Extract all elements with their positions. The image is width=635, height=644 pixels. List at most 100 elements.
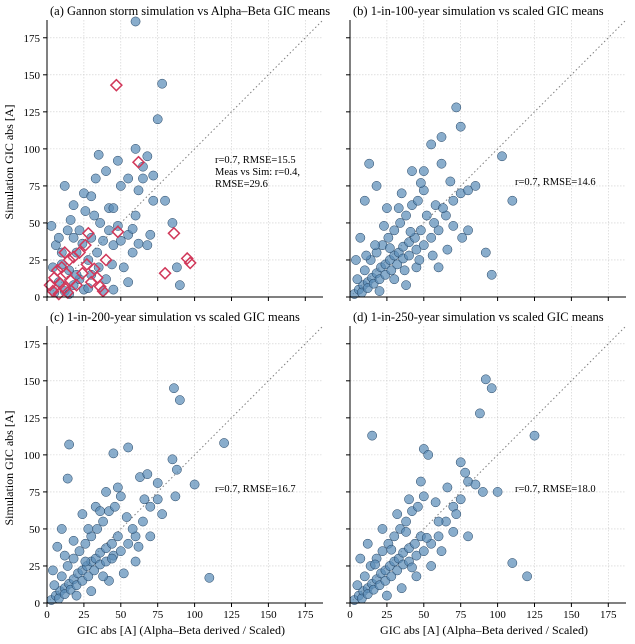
data-point: [418, 491, 429, 502]
data-point: [421, 532, 432, 543]
data-point: [421, 210, 432, 221]
data-point: [392, 259, 403, 270]
panel-1: 0 25 50 75 100 125 150 175 (a) Gannon storm simu…: [24, 4, 331, 304]
data-point: [418, 166, 429, 176]
data-point: [463, 225, 473, 236]
x-tick-label: 125: [526, 609, 543, 621]
x-tick-label: 0: [347, 609, 353, 621]
measured-point: [78, 238, 92, 252]
data-point: [426, 232, 437, 243]
data-point: [108, 284, 119, 295]
data-point: [415, 178, 426, 188]
data-point: [451, 509, 462, 519]
y-tick-label: 0: [35, 598, 41, 610]
measured-point: [52, 287, 66, 301]
data-point: [93, 149, 104, 160]
data-point: [127, 224, 138, 234]
x-axis-label-right: GIC abs [A] (Alpha–Beta derived / Scaled…: [380, 623, 588, 637]
data-point: [423, 450, 434, 460]
data-point: [359, 571, 370, 582]
data-point: [436, 158, 447, 169]
data-point: [411, 571, 422, 582]
data-point: [401, 516, 411, 527]
panel-3: 0 25 50 75 100 125 150 175 0 25 50 75 100 125 150 175 (c…: [24, 310, 324, 621]
y-tick-label: 75: [29, 487, 41, 499]
data-point: [121, 512, 132, 522]
data-point: [442, 482, 453, 493]
x-tick-label: 100: [186, 609, 203, 621]
data-point: [404, 250, 414, 261]
data-point: [80, 556, 91, 567]
data-point: [139, 494, 150, 505]
data-point: [355, 553, 366, 564]
panel-title: (a) Gannon storm simulation vs Alpha–Bet…: [50, 4, 330, 18]
data-point: [152, 494, 163, 505]
y-tick-label: 75: [29, 181, 41, 193]
data-point: [351, 255, 361, 265]
data-point: [107, 259, 117, 270]
data-point: [101, 274, 111, 285]
data-point: [448, 527, 459, 537]
measured-point: [84, 275, 98, 289]
data-point: [415, 476, 426, 487]
data-point: [142, 240, 153, 251]
data-point: [359, 195, 370, 206]
data-point: [167, 454, 178, 465]
data-point: [386, 544, 397, 555]
data-point: [370, 559, 380, 570]
data-point: [112, 482, 123, 493]
data-point: [68, 232, 79, 243]
data-point: [98, 235, 108, 246]
data-point: [448, 221, 459, 231]
data-point: [108, 240, 119, 251]
data-point: [404, 494, 414, 505]
data-point: [396, 188, 407, 199]
data-point: [379, 221, 389, 231]
data-point: [170, 491, 181, 502]
data-point: [133, 541, 144, 552]
data-point: [442, 244, 453, 255]
data-point: [127, 524, 138, 534]
x-tick-label: 125: [223, 609, 240, 621]
x-tick-label: 175: [600, 609, 617, 621]
data-point: [392, 509, 403, 519]
data-point: [157, 78, 167, 89]
y-axis-label-bottom: Simulation GIC abs [A]: [2, 411, 16, 526]
data-point: [382, 203, 392, 213]
data-point: [130, 144, 141, 154]
y-tick-label: 25: [29, 255, 41, 267]
data-point: [386, 571, 397, 582]
stats-annotation: r=0.7, RMSE=14.6: [515, 177, 596, 188]
data-point: [383, 232, 394, 243]
data-point: [130, 16, 141, 27]
data-point: [463, 531, 473, 542]
x-tick-label: 75: [152, 609, 164, 621]
data-point: [389, 225, 400, 236]
data-point: [393, 203, 404, 213]
data-point: [407, 166, 417, 176]
data-point: [108, 203, 119, 213]
y-tick-label: 175: [24, 33, 41, 45]
y-tick-label: 25: [29, 561, 41, 573]
data-point: [107, 538, 117, 549]
data-point: [401, 210, 411, 221]
data-point: [62, 225, 73, 236]
x-tick-label: 150: [260, 609, 277, 621]
data-point: [361, 250, 372, 261]
y-tick-label: 175: [24, 339, 41, 351]
data-point: [415, 225, 426, 236]
y-tick-label: 50: [29, 218, 41, 230]
data-point: [492, 487, 503, 497]
data-point: [118, 262, 129, 273]
data-point: [142, 469, 153, 479]
measured-point: [109, 78, 123, 92]
data-point: [138, 173, 148, 184]
panel-4: 0 25 50 75 100 125 150 175 (d) 1-in-250-year sim…: [346, 310, 627, 621]
data-point: [522, 571, 532, 582]
data-point: [189, 479, 200, 490]
data-point: [401, 280, 411, 290]
x-tick-label: 75: [455, 609, 467, 621]
data-point: [64, 439, 74, 450]
data-point: [48, 565, 58, 576]
measured-point: [58, 246, 72, 260]
